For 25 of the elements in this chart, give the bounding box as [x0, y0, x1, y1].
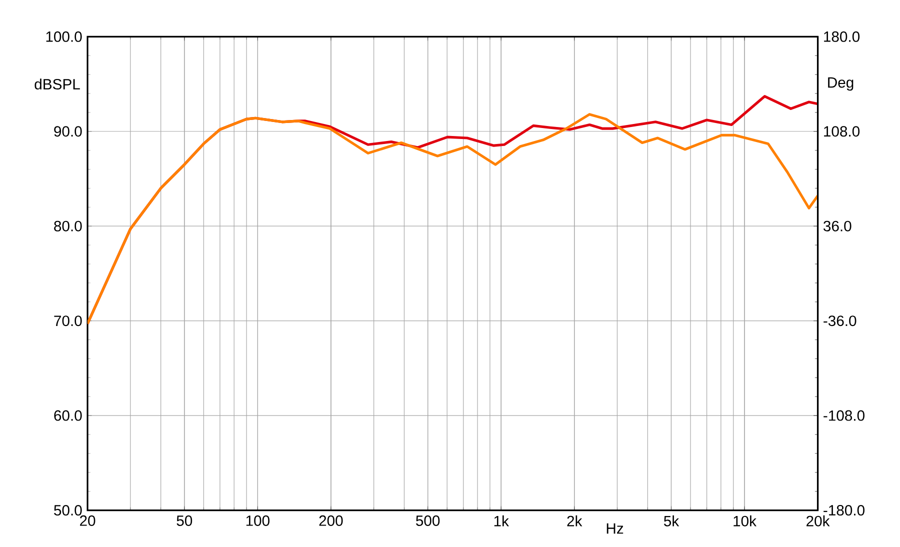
y-tick-label: 80.0: [54, 220, 82, 232]
y2-tick-label: 108.0: [824, 126, 860, 137]
y-tick-label: 90.0: [54, 126, 82, 137]
y-tick-label: 70.0: [54, 316, 82, 326]
y-tick-label: 50.0: [54, 505, 82, 516]
x-tick-label: 2k: [567, 515, 582, 526]
y2-tick-label: -36.0: [824, 316, 856, 326]
x-tick-label: 20: [80, 515, 96, 526]
x-tick-label: 100: [246, 515, 270, 526]
x-tick-label: 20k: [806, 515, 830, 526]
x-tick-label: 1k: [494, 515, 509, 526]
x-axis-title: Hz: [606, 523, 624, 534]
y2-tick-label: -180.0: [824, 505, 864, 516]
x-tick-label: 5k: [664, 515, 680, 526]
y-tick-label: 60.0: [54, 410, 82, 421]
y-axis-title: dBSPL: [34, 78, 80, 90]
y2-tick-label: 36.0: [823, 220, 852, 232]
x-tick-label: 500: [416, 515, 440, 526]
x-tick-label: 10k: [734, 515, 756, 526]
y2-axis-title: Deg: [828, 77, 854, 91]
x-tick-label: 50: [176, 515, 192, 526]
y-tick-label: 100.0: [46, 31, 82, 42]
y2-tick-label: -108.0: [824, 410, 864, 421]
y2-tick-label: 180.0: [824, 31, 860, 42]
x-tick-label: 200: [319, 515, 343, 526]
